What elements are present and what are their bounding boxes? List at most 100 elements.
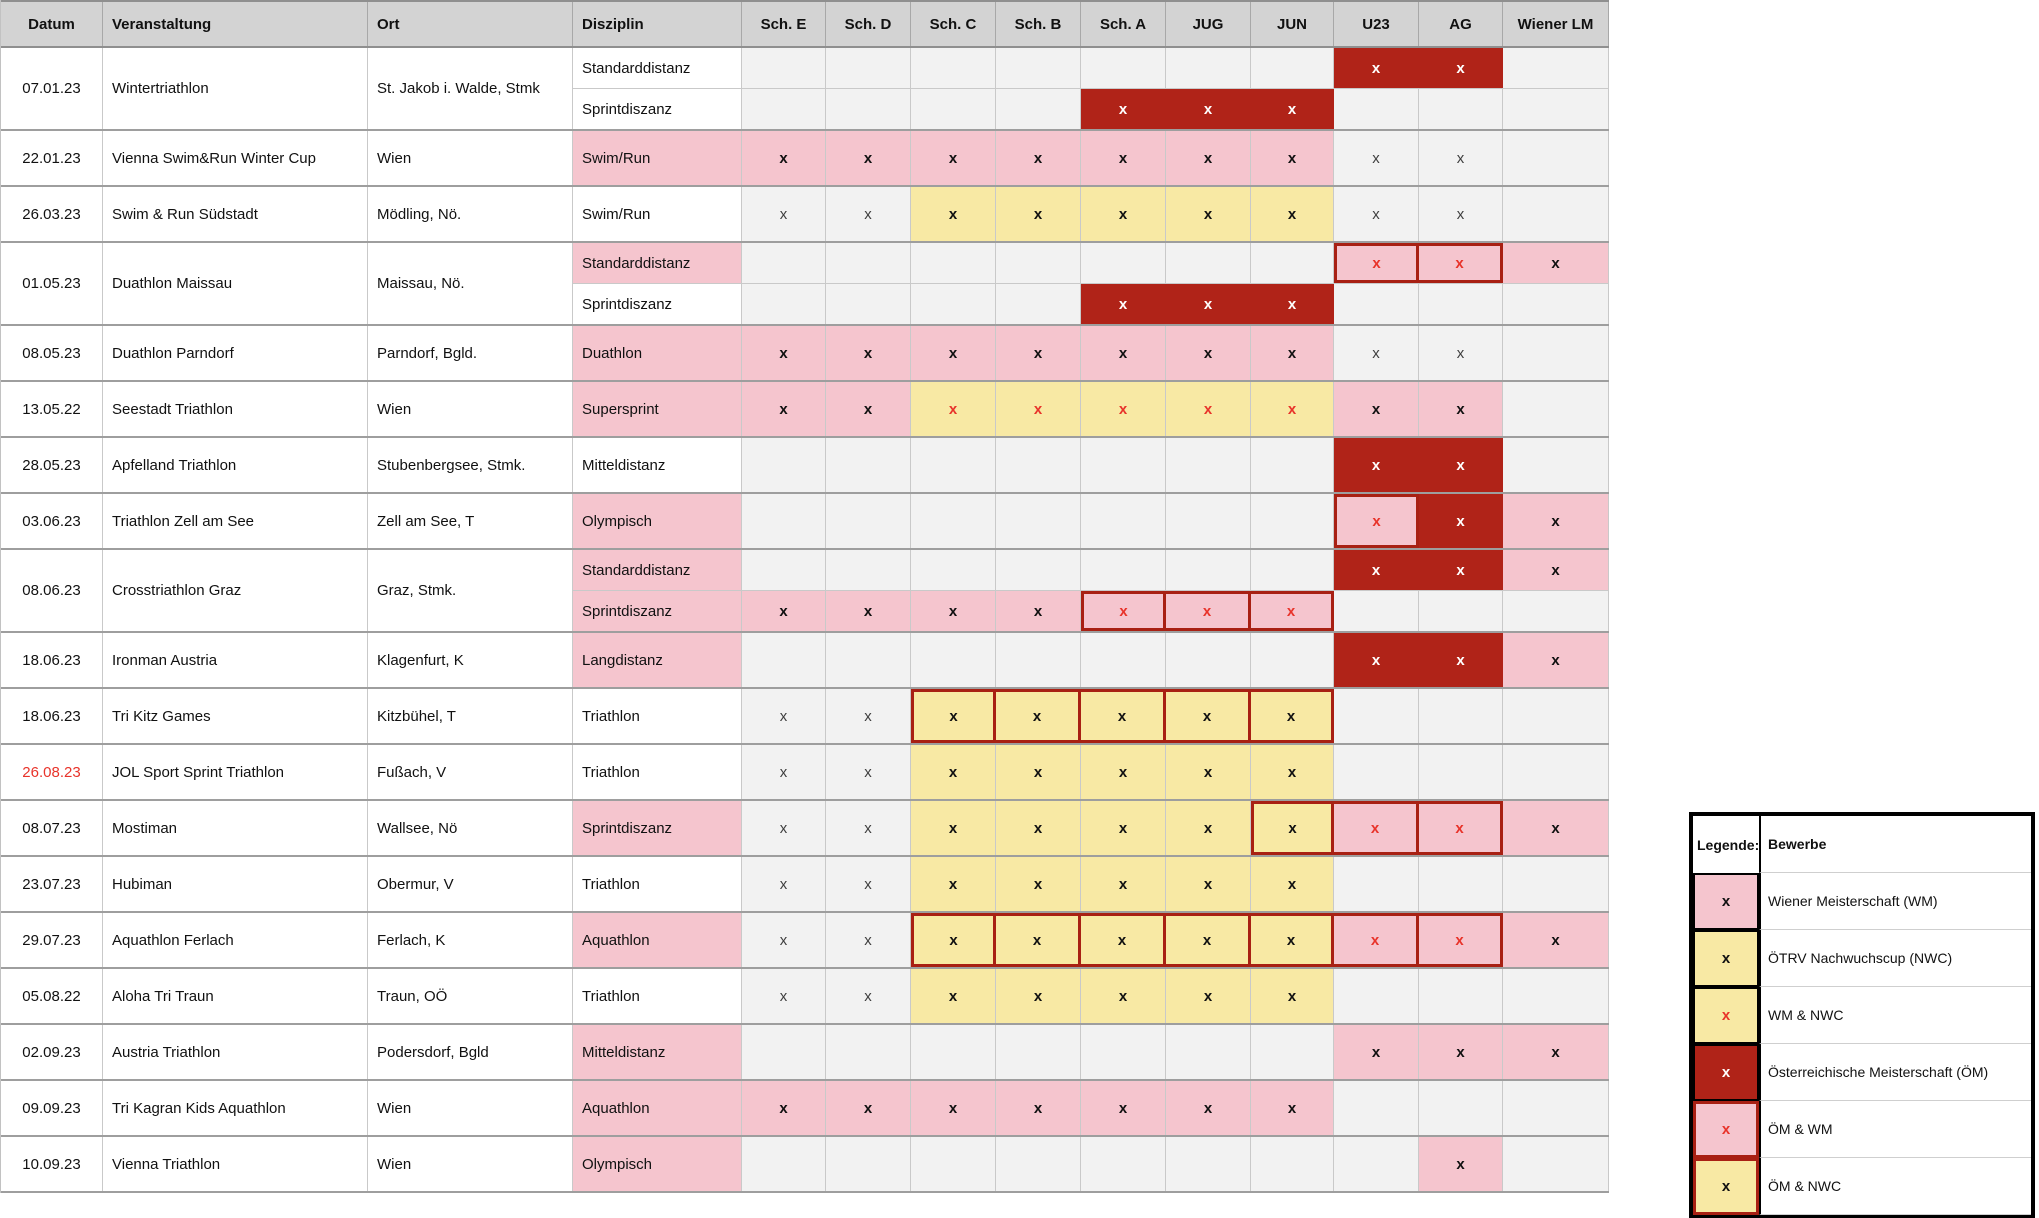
event-location: Kitzbühel, T bbox=[368, 689, 573, 743]
mark-cell-wiener_lm bbox=[1503, 382, 1609, 436]
event-date: 29.07.23 bbox=[1, 913, 103, 967]
discipline-row: Triathlon x x x x x x x bbox=[573, 745, 1609, 799]
mark-cell-jug: x bbox=[1166, 89, 1251, 129]
mark-cell-sch_a: x bbox=[1081, 913, 1166, 967]
mark-cell-sch_b: x bbox=[996, 969, 1081, 1023]
table-row: 26.03.23 Swim & Run Südstadt Mödling, Nö. S… bbox=[1, 187, 1609, 243]
column-header-sch_d: Sch. D bbox=[826, 2, 911, 46]
mark-cell-sch_e: x bbox=[742, 187, 826, 241]
discipline-rows: Aquathlon x x x x x x x bbox=[573, 1081, 1609, 1135]
legend-swatch-nwc: x bbox=[1693, 930, 1759, 987]
mark-cell-jug bbox=[1166, 243, 1251, 283]
mark-cell-sch_c bbox=[911, 438, 996, 492]
mark-cell-sch_b: x bbox=[996, 326, 1081, 380]
mark-cell-wiener_lm bbox=[1503, 1137, 1609, 1191]
table-row: 13.05.22 Seestadt Triathlon Wien Supersprin… bbox=[1, 382, 1609, 438]
mark-cell-u23: x bbox=[1334, 243, 1419, 283]
discipline-rows: Triathlon x x x x x x x bbox=[573, 689, 1609, 743]
event-name: Hubiman bbox=[103, 857, 368, 911]
event-name: Apfelland Triathlon bbox=[103, 438, 368, 492]
mark-cell-ag: x bbox=[1419, 131, 1503, 185]
mark-cell-jug: x bbox=[1166, 689, 1251, 743]
mark-cell-wiener_lm: x bbox=[1503, 243, 1609, 283]
legend-item: x ÖTRV Nachwuchscup (NWC) bbox=[1693, 930, 2031, 987]
discipline-label: Duathlon bbox=[573, 326, 742, 380]
mark-cell-sch_a: x bbox=[1081, 689, 1166, 743]
mark-cell-wiener_lm: x bbox=[1503, 801, 1609, 855]
mark-cell-wiener_lm bbox=[1503, 591, 1609, 631]
event-date: 08.06.23 bbox=[1, 550, 103, 631]
mark-cell-ag bbox=[1419, 745, 1503, 799]
event-date: 26.03.23 bbox=[1, 187, 103, 241]
mark-cell-wiener_lm bbox=[1503, 689, 1609, 743]
mark-cell-sch_a: x bbox=[1081, 591, 1166, 631]
mark-cell-u23: x bbox=[1334, 187, 1419, 241]
mark-cell-sch_e bbox=[742, 1025, 826, 1079]
column-header-sch_c: Sch. C bbox=[911, 2, 996, 46]
discipline-label: Standarddistanz bbox=[573, 550, 742, 590]
mark-cell-u23: x bbox=[1334, 326, 1419, 380]
mark-cell-sch_c: x bbox=[911, 591, 996, 631]
mark-cell-jug bbox=[1166, 550, 1251, 590]
event-date: 22.01.23 bbox=[1, 131, 103, 185]
mark-cell-jug bbox=[1166, 48, 1251, 88]
mark-cell-jun: x bbox=[1251, 591, 1334, 631]
legend-item-label: WM & NWC bbox=[1759, 987, 2031, 1044]
discipline-row: Swim/Run x x x x x x x x x bbox=[573, 187, 1609, 241]
mark-cell-sch_b: x bbox=[996, 1081, 1081, 1135]
mark-cell-sch_d: x bbox=[826, 187, 911, 241]
column-header-ort: Ort bbox=[368, 2, 573, 46]
mark-cell-sch_e bbox=[742, 1137, 826, 1191]
discipline-row: Triathlon x x x x x x x bbox=[573, 969, 1609, 1023]
mark-cell-sch_a bbox=[1081, 48, 1166, 88]
mark-cell-wiener_lm: x bbox=[1503, 1025, 1609, 1079]
legend-swatch-wmnwc: x bbox=[1693, 987, 1759, 1044]
mark-cell-ag: x bbox=[1419, 382, 1503, 436]
mark-cell-jug: x bbox=[1166, 801, 1251, 855]
mark-cell-jug: x bbox=[1166, 382, 1251, 436]
discipline-label: Mitteldistanz bbox=[573, 1025, 742, 1079]
mark-cell-ag bbox=[1419, 284, 1503, 324]
discipline-row: Aquathlon x x x x x x x x x x bbox=[573, 913, 1609, 967]
discipline-label: Swim/Run bbox=[573, 187, 742, 241]
mark-cell-jug: x bbox=[1166, 857, 1251, 911]
mark-cell-wiener_lm bbox=[1503, 438, 1609, 492]
mark-cell-sch_e: x bbox=[742, 1081, 826, 1135]
mark-cell-jug: x bbox=[1166, 187, 1251, 241]
mark-cell-sch_c bbox=[911, 633, 996, 687]
discipline-rows: Triathlon x x x x x x x bbox=[573, 857, 1609, 911]
mark-cell-jug: x bbox=[1166, 913, 1251, 967]
mark-cell-ag: x bbox=[1419, 1025, 1503, 1079]
mark-cell-u23: x bbox=[1334, 1025, 1419, 1079]
event-name: Tri Kagran Kids Aquathlon bbox=[103, 1081, 368, 1135]
mark-cell-u23: x bbox=[1334, 494, 1419, 548]
discipline-rows: Triathlon x x x x x x x bbox=[573, 969, 1609, 1023]
mark-cell-sch_e: x bbox=[742, 969, 826, 1023]
mark-cell-sch_c: x bbox=[911, 689, 996, 743]
mark-cell-sch_b bbox=[996, 48, 1081, 88]
mark-cell-sch_e: x bbox=[742, 801, 826, 855]
mark-cell-u23 bbox=[1334, 745, 1419, 799]
mark-cell-sch_b: x bbox=[996, 382, 1081, 436]
legend-item-label: Wiener Meisterschaft (WM) bbox=[1759, 873, 2031, 930]
discipline-rows: Standarddistanz x x x Sprintdiszanz x x x bbox=[573, 243, 1609, 324]
discipline-label: Triathlon bbox=[573, 689, 742, 743]
event-location: Zell am See, T bbox=[368, 494, 573, 548]
mark-cell-u23 bbox=[1334, 969, 1419, 1023]
legend-item: x ÖM & WM bbox=[1693, 1101, 2031, 1158]
mark-cell-sch_b: x bbox=[996, 857, 1081, 911]
discipline-rows: Standarddistanz x x Sprintdiszanz x x x bbox=[573, 48, 1609, 129]
event-name: Duathlon Parndorf bbox=[103, 326, 368, 380]
event-date: 10.09.23 bbox=[1, 1137, 103, 1191]
mark-cell-sch_d: x bbox=[826, 801, 911, 855]
event-location: Wien bbox=[368, 1081, 573, 1135]
mark-cell-sch_c bbox=[911, 89, 996, 129]
event-location: Wien bbox=[368, 1137, 573, 1191]
mark-cell-jun bbox=[1251, 494, 1334, 548]
mark-cell-ag: x bbox=[1419, 48, 1503, 88]
discipline-row: Mitteldistanz x x bbox=[573, 438, 1609, 492]
mark-cell-sch_d: x bbox=[826, 745, 911, 799]
mark-cell-ag bbox=[1419, 591, 1503, 631]
event-location: Wallsee, Nö bbox=[368, 801, 573, 855]
event-name: Austria Triathlon bbox=[103, 1025, 368, 1079]
